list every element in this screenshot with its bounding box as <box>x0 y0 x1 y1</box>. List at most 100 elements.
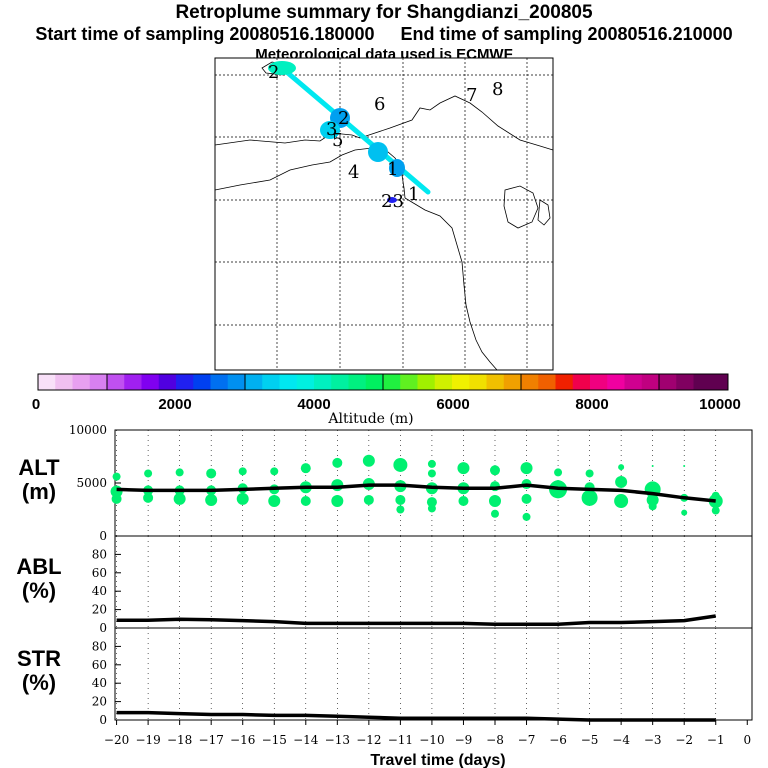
altitude-point <box>585 469 594 478</box>
altitude-point <box>143 492 154 503</box>
y-tick-label: 20 <box>92 695 107 709</box>
colorbar-cell <box>641 374 660 390</box>
colorbar-cell <box>469 374 487 390</box>
cluster-labels: 6 7 8 4 5 2 3 1 23 1 2 <box>268 62 503 212</box>
altitude-point <box>175 468 184 477</box>
y-tick-label: 60 <box>92 658 107 672</box>
colorbar-cell <box>434 374 453 390</box>
altitude-point <box>331 479 344 492</box>
altitude-point <box>683 465 686 468</box>
cluster-label: 8 <box>492 79 503 100</box>
colorbar-cell <box>55 374 73 390</box>
map-gridlines <box>215 58 553 370</box>
y-tick-label: 80 <box>92 639 107 653</box>
end-time: End time of sampling 20080516.210000 <box>400 24 733 44</box>
altitude-point <box>554 468 563 477</box>
series-line <box>116 483 716 503</box>
plume-cluster-blob <box>320 121 340 139</box>
colorbar-cell <box>38 374 56 390</box>
colorbar-cell <box>348 374 367 390</box>
altitude-point <box>332 457 343 468</box>
x-tick-label: −16 <box>230 733 255 747</box>
altitude-point <box>520 462 533 475</box>
x-tick-label: −13 <box>325 733 350 747</box>
colorbar-cell <box>296 374 315 390</box>
start-time: Start time of sampling 20080516.180000 <box>35 24 375 44</box>
series-line <box>116 710 716 722</box>
colorbar-cell <box>365 374 384 390</box>
altitude-point <box>363 494 374 505</box>
colorbar-cell <box>193 374 211 390</box>
y-tick-label: 40 <box>92 676 107 690</box>
cluster-label: 1 <box>408 184 419 205</box>
x-tick-label: −19 <box>135 733 160 747</box>
colorbar-cell <box>503 374 522 390</box>
colorbar-tick: 10000 <box>699 396 741 413</box>
altitude-point <box>614 494 629 509</box>
x-tick-label: −17 <box>199 733 224 747</box>
colorbar-tick: 4000 <box>297 396 330 413</box>
colorbar-cell <box>555 374 574 390</box>
x-tick-label: 0 <box>743 733 751 747</box>
y-axis-label: STR <box>17 646 61 671</box>
panel-abl: 80 60 40 20 0 ABL(%) <box>16 535 753 635</box>
y-tick-label: 40 <box>92 584 107 598</box>
colorbar-cell <box>158 374 177 390</box>
panel-frame <box>114 535 753 629</box>
colorbar-tick: 8000 <box>575 396 608 413</box>
cluster-label: 4 <box>348 162 359 183</box>
cluster-label: 6 <box>374 94 385 115</box>
cluster-label: 2 <box>338 108 349 129</box>
altitude-point <box>300 496 311 507</box>
map-frame <box>214 57 554 371</box>
colorbar-cell <box>72 374 91 390</box>
chart-title: Retroplume summary for Shangdianzi_20080… <box>175 2 593 23</box>
altitude-point <box>396 505 405 514</box>
colorbar-frame <box>37 373 729 391</box>
map-panel: 6 7 8 4 5 2 3 1 23 1 2 <box>214 57 554 371</box>
altitude-point <box>111 493 122 504</box>
altitude-point <box>490 509 499 518</box>
panel-alt: 10000 5000 0 ALT(m) <box>18 423 753 543</box>
x-tick-label: −1 <box>707 733 725 747</box>
altitude-point <box>362 454 375 467</box>
colorbar-cell <box>710 374 729 390</box>
y-tick-label: 0 <box>99 621 107 635</box>
cluster-label: 5 <box>332 130 343 151</box>
colorbar: 0 2000 4000 6000 8000 10000 Altitude (m) <box>32 373 741 427</box>
y-tick-label: 5000 <box>76 476 107 490</box>
colorbar-cell <box>262 374 280 390</box>
altitude-point <box>708 494 723 509</box>
altitude-point <box>427 469 436 478</box>
colorbar-tick: 2000 <box>158 396 191 413</box>
x-tick-label: −3 <box>644 733 662 747</box>
colorbar-cell <box>659 374 677 390</box>
altitude-point <box>331 495 344 508</box>
colorbar-cell <box>607 374 625 390</box>
colorbar-cell <box>89 374 108 390</box>
y-tick-label: 0 <box>99 713 107 727</box>
altitude-point <box>173 492 186 505</box>
cluster-label: 23 <box>381 191 404 212</box>
altitude-point <box>488 495 501 508</box>
plume-cluster-blob <box>368 142 388 162</box>
x-tick-label: −12 <box>356 733 381 747</box>
cluster-label: 2 <box>268 62 279 83</box>
x-tick-label: −18 <box>167 733 192 747</box>
altitude-point <box>427 459 436 468</box>
y-axis-label: ABL <box>16 554 61 579</box>
altitude-point <box>112 472 121 481</box>
altitude-point <box>615 475 628 488</box>
altitude-point <box>581 489 598 506</box>
colorbar-ticks: 0 2000 4000 6000 8000 10000 <box>32 396 741 413</box>
altitude-point <box>651 465 654 468</box>
x-tick-label: −4 <box>612 733 630 747</box>
altitude-point <box>236 492 249 505</box>
colorbar-cell <box>486 374 505 390</box>
y-tick-label: 80 <box>92 547 107 561</box>
plume-clusters <box>268 61 405 203</box>
sampling-times: Start time of sampling 20080516.180000 En… <box>0 24 768 45</box>
colorbar-cell <box>314 374 332 390</box>
colorbar-cell <box>227 374 246 390</box>
